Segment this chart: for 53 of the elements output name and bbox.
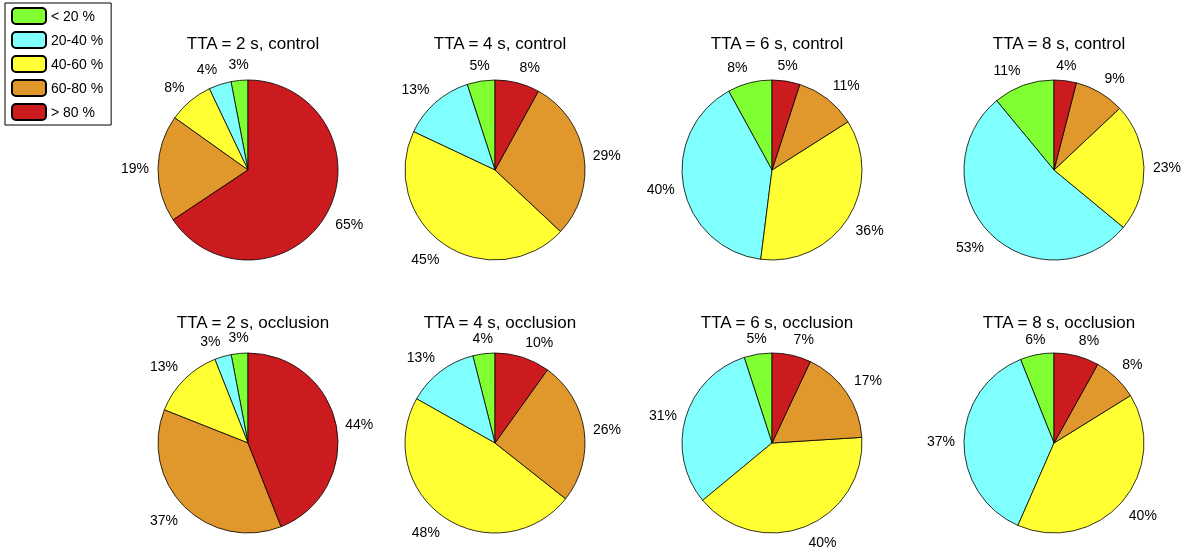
data-label: 48% bbox=[411, 524, 440, 541]
data-label: 17% bbox=[853, 372, 882, 389]
chart-title: TTA = 6 s, control bbox=[710, 34, 844, 53]
chart-title: TTA = 2 s, occlusion bbox=[176, 313, 330, 332]
data-label: 8% bbox=[1122, 356, 1143, 373]
data-label: 36% bbox=[855, 222, 884, 239]
data-label: 40% bbox=[1128, 506, 1157, 523]
data-label: 5% bbox=[469, 57, 490, 74]
data-label: 3% bbox=[200, 332, 221, 349]
data-label: 10% bbox=[525, 333, 554, 350]
data-label: 37% bbox=[149, 512, 178, 528]
data-label: 40% bbox=[808, 534, 837, 551]
data-label: 23% bbox=[1152, 158, 1181, 175]
data-label: 65% bbox=[335, 215, 364, 232]
data-label: 8% bbox=[1078, 332, 1100, 349]
data-label: 4% bbox=[196, 60, 218, 77]
data-label: 4% bbox=[472, 329, 493, 346]
data-label: 13% bbox=[406, 349, 435, 366]
data-label: 19% bbox=[120, 160, 150, 177]
chart-title: TTA = 6 s, occlusion bbox=[700, 313, 854, 332]
legend-label: 60-80 % bbox=[51, 80, 104, 96]
data-label: 11% bbox=[993, 61, 1021, 78]
data-label: 5% bbox=[746, 330, 767, 347]
chart-title: TTA = 4 s, control bbox=[433, 34, 567, 53]
legend-label: < 20 % bbox=[51, 8, 95, 24]
data-label: 8% bbox=[727, 59, 748, 76]
chart-title: TTA = 8 s, occlusion bbox=[982, 313, 1136, 332]
data-label: 3% bbox=[228, 56, 249, 73]
data-label: 3% bbox=[228, 329, 249, 346]
legend-label: 40-60 % bbox=[51, 56, 104, 72]
text: TTA = 2 s, control bbox=[186, 34, 320, 53]
data-label: 53% bbox=[955, 239, 984, 255]
data-label: 31% bbox=[648, 407, 677, 424]
chart-title: TTA = 8 s, control bbox=[992, 34, 1126, 53]
data-label: 44% bbox=[345, 416, 374, 433]
data-label: 13% bbox=[149, 358, 178, 374]
data-label: 8% bbox=[164, 79, 185, 96]
chart-title: TTA = 4 s, occlusion bbox=[423, 313, 577, 332]
data-label: 45% bbox=[411, 250, 440, 267]
data-label: 6% bbox=[1025, 330, 1046, 347]
legend-label: > 80 % bbox=[51, 104, 95, 120]
data-label: 8% bbox=[519, 59, 540, 76]
data-label: 7% bbox=[793, 331, 814, 348]
data-label: 13% bbox=[401, 80, 430, 97]
data-label: 4% bbox=[1056, 56, 1077, 73]
data-label: 40% bbox=[646, 180, 675, 197]
data-label: 9% bbox=[1104, 69, 1125, 86]
data-label: 26% bbox=[593, 421, 622, 438]
data-label: 11% bbox=[832, 76, 860, 93]
data-label: 5% bbox=[777, 57, 798, 74]
data-label: 29% bbox=[592, 146, 621, 163]
legend-label: 20-40 % bbox=[51, 32, 104, 48]
data-label: 37% bbox=[926, 433, 956, 450]
